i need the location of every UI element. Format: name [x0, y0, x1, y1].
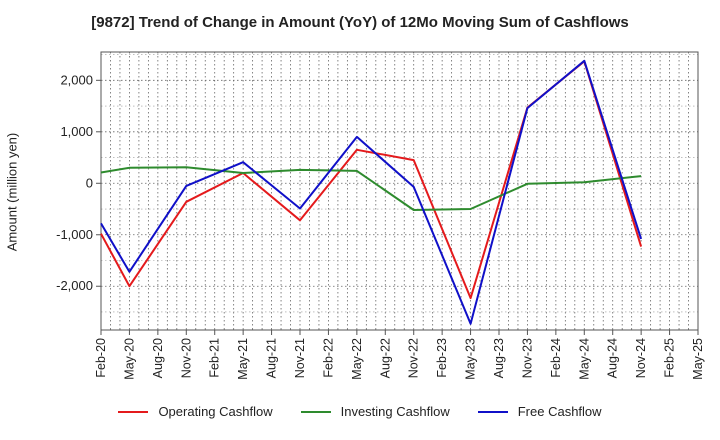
x-tick-label: Aug-21	[265, 338, 279, 378]
x-tick-label: Nov-20	[179, 338, 193, 378]
x-tick-label: Aug-20	[151, 338, 165, 378]
y-tick-label: 1,000	[60, 124, 93, 139]
legend-item-investing: Investing Cashflow	[300, 404, 450, 419]
x-tick-label: Nov-23	[520, 338, 534, 378]
plot-frame	[100, 51, 699, 331]
series-line-2	[100, 59, 643, 325]
x-tick-label: Feb-24	[549, 338, 563, 378]
x-tick-label: Feb-22	[321, 338, 335, 378]
legend: Operating Cashflow Investing Cashflow Fr…	[0, 404, 720, 419]
x-tick-label: May-22	[350, 338, 364, 380]
x-tick-label: Aug-22	[378, 338, 392, 378]
chart-title: [9872] Trend of Change in Amount (YoY) o…	[91, 14, 629, 31]
legend-label-investing: Investing Cashflow	[340, 404, 450, 419]
legend-swatch-free	[477, 410, 508, 413]
legend-swatch-operating	[118, 410, 149, 413]
series-line-1	[100, 166, 642, 211]
y-tick-label: -2,000	[56, 278, 93, 293]
x-tick-label: May-21	[236, 338, 250, 380]
legend-label-free: Free Cashflow	[517, 404, 602, 419]
x-tick-label: May-25	[691, 338, 705, 380]
legend-item-operating: Operating Cashflow	[118, 404, 273, 419]
x-tick-label: Feb-20	[94, 338, 108, 378]
legend-item-free: Free Cashflow	[477, 404, 602, 419]
y-tick-label: 0	[86, 175, 93, 190]
legend-swatch-investing	[300, 410, 331, 413]
legend-label-operating: Operating Cashflow	[158, 404, 273, 419]
x-tick-label: Feb-25	[663, 338, 677, 378]
x-tick-label: May-23	[464, 338, 478, 380]
x-tick-label: Aug-23	[492, 338, 506, 378]
x-tick-label: Feb-23	[435, 338, 449, 378]
y-tick-label: -1,000	[56, 227, 93, 242]
x-tick-label: May-20	[122, 338, 136, 380]
y-tick-label: 2,000	[60, 72, 93, 87]
x-tick-label: Nov-22	[407, 338, 421, 378]
x-tick-label: Aug-24	[606, 338, 620, 378]
x-tick-label: Feb-21	[208, 338, 222, 378]
x-tick-label: May-24	[577, 338, 591, 380]
x-tick-label: Nov-21	[293, 338, 307, 378]
x-tick-label: Nov-24	[634, 338, 648, 378]
